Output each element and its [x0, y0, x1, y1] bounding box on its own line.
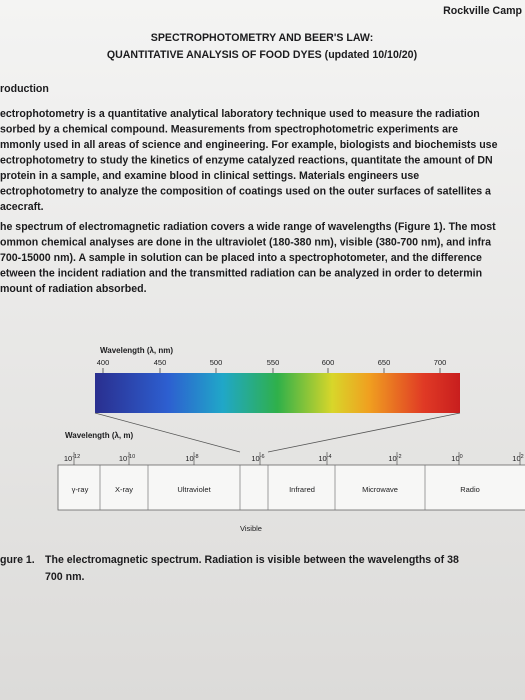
em-tick-exp: -4 — [327, 454, 332, 460]
paragraph-line: etween the incident radiation and the tr… — [0, 268, 482, 280]
em-tick-base: 10 — [512, 454, 520, 463]
caption-line: The electromagnetic spectrum. Radiation … — [45, 554, 459, 566]
em-tick-label: 10-12 — [64, 454, 80, 463]
paragraph-line: acecraft. — [0, 201, 44, 213]
band-label: γ-ray — [72, 485, 89, 494]
band-label: Infrared — [289, 485, 315, 494]
band-label: Ultraviolet — [177, 485, 211, 494]
em-tick-exp: -6 — [260, 454, 265, 460]
em-tick-label: 102 — [512, 454, 523, 463]
visible-tick-label: 550 — [267, 358, 280, 367]
em-tick-base: 10 — [318, 454, 326, 463]
paragraph-line: ommon chemical analyses are done in the … — [0, 237, 491, 249]
em-tick-label: 10-6 — [251, 454, 264, 463]
visible-tick-label: 600 — [322, 358, 335, 367]
zoom-line — [94, 412, 241, 453]
em-tick-base: 10 — [388, 454, 396, 463]
visible-tick-label: 700 — [434, 358, 447, 367]
paragraph-line: ectrophotometry to study the kinetics of… — [0, 155, 493, 167]
band-label: Microwave — [362, 485, 398, 494]
visible-band-label: Visible — [240, 524, 262, 533]
em-tick-exp: -2 — [397, 454, 402, 460]
em-axis-label: Wavelength (λ, m) — [65, 431, 133, 440]
paragraph-line: ectrophotometry is a quantitative analyt… — [0, 108, 480, 120]
band-label: Radio — [460, 485, 480, 494]
em-tick-base: 10 — [185, 454, 193, 463]
em-tick-label: 10-2 — [388, 454, 401, 463]
em-tick-label: 10-4 — [318, 454, 331, 463]
em-tick-exp: 2 — [521, 454, 524, 460]
visible-tick-label: 500 — [210, 358, 223, 367]
em-tick-label: 10-8 — [185, 454, 198, 463]
em-tick-base: 10 — [451, 454, 459, 463]
paragraph-line: 700-15000 nm). A sample in solution can … — [0, 252, 482, 264]
caption-line: 700 nm. — [45, 571, 85, 583]
visible-tick-label: 450 — [154, 358, 167, 367]
visible-tick-label: 650 — [378, 358, 391, 367]
paragraph-line: mount of radiation absorbed. — [0, 283, 147, 295]
em-tick-exp: -10 — [127, 454, 135, 460]
em-tick-label: 10-10 — [119, 454, 135, 463]
band-label: X-ray — [115, 485, 133, 494]
campus: Rockville Camp — [443, 5, 522, 17]
caption-label: gure 1. — [0, 554, 35, 566]
em-tick-base: 10 — [119, 454, 127, 463]
em-tick-exp: 0 — [460, 454, 463, 460]
zoom-line — [267, 412, 461, 453]
visible-tick-label: 400 — [97, 358, 110, 367]
paragraph-line: sorbed by a chemical compound. Measureme… — [0, 124, 458, 136]
title: SPECTROPHOTOMETRY AND BEER'S LAW: — [151, 32, 373, 44]
paragraph-line: mmonly used in all areas of science and … — [0, 139, 498, 151]
em-band — [57, 464, 525, 511]
paragraph-line: ectrophotometry to analyze the compositi… — [0, 186, 491, 198]
section-heading: roduction — [0, 83, 49, 95]
em-tick-exp: -8 — [194, 454, 199, 460]
paragraph-line: protein in a sample, and examine blood i… — [0, 170, 419, 182]
visible-spectrum — [95, 373, 460, 413]
visible-axis-label: Wavelength (λ, nm) — [100, 346, 173, 355]
em-tick-base: 10 — [251, 454, 259, 463]
subtitle: QUANTITATIVE ANALYSIS OF FOOD DYES (upda… — [107, 49, 417, 61]
em-tick-base: 10 — [64, 454, 72, 463]
em-tick-label: 100 — [451, 454, 462, 463]
paragraph-line: he spectrum of electromagnetic radiation… — [0, 221, 496, 233]
em-tick-exp: -12 — [72, 454, 80, 460]
